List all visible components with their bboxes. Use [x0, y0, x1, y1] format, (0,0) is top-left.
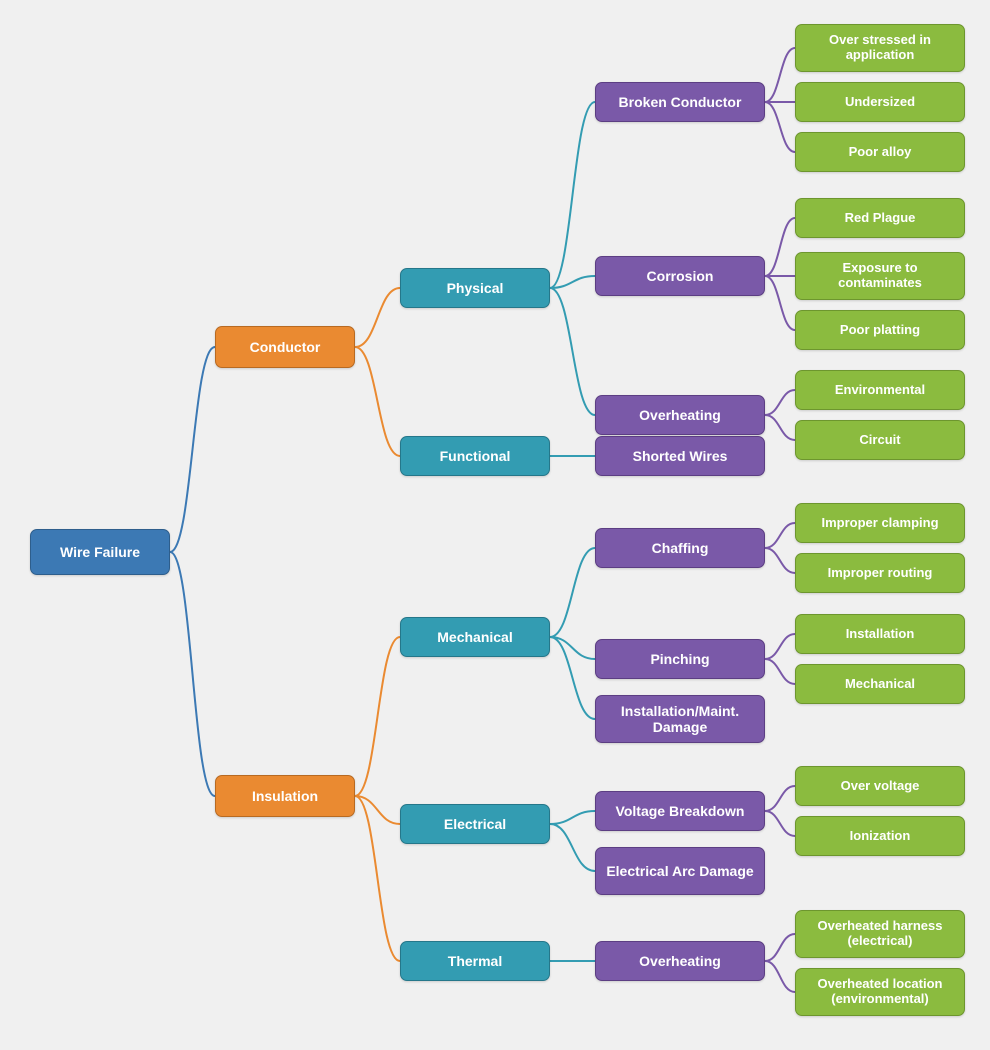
connector-mechanical-instdmg: [550, 637, 595, 719]
tree-node-label: Over voltage: [841, 779, 920, 794]
tree-node-label: Circuit: [859, 433, 900, 448]
tree-node-pinching: Pinching: [595, 639, 765, 679]
connector-electrical-voltbrk: [550, 811, 595, 824]
tree-node-label: Installation: [846, 627, 915, 642]
tree-node-label: Overheating: [639, 407, 721, 423]
tree-node-label: Poor alloy: [849, 145, 912, 160]
connector-insulation-electrical: [355, 796, 400, 824]
tree-node-label: Overheated harness (electrical): [802, 919, 958, 949]
tree-node-label: Corrosion: [647, 268, 714, 284]
tree-node-label: Electrical Arc Damage: [606, 863, 753, 879]
tree-node-overvolt: Over voltage: [795, 766, 965, 806]
tree-node-label: Chaffing: [652, 540, 709, 556]
tree-node-label: Thermal: [448, 953, 502, 969]
tree-node-label: Poor platting: [840, 323, 920, 338]
tree-node-functional: Functional: [400, 436, 550, 476]
connector-voltbrk-ionization: [765, 811, 795, 836]
tree-node-label: Undersized: [845, 95, 915, 110]
tree-node-label: Functional: [440, 448, 511, 464]
tree-node-overheat1: Overheating: [595, 395, 765, 435]
tree-node-overstress: Over stressed in application: [795, 24, 965, 72]
tree-node-expcontam: Exposure to contaminates: [795, 252, 965, 300]
connector-insulation-mechanical: [355, 637, 400, 796]
connector-physical-brokencond: [550, 102, 595, 288]
tree-node-electrical: Electrical: [400, 804, 550, 844]
connector-corrosion-redplague: [765, 218, 795, 276]
tree-node-label: Insulation: [252, 788, 318, 804]
tree-node-overheat2: Overheating: [595, 941, 765, 981]
connector-conductor-functional: [355, 347, 400, 456]
connector-pinching-install: [765, 634, 795, 659]
tree-node-label: Red Plague: [845, 211, 916, 226]
connector-voltbrk-overvolt: [765, 786, 795, 811]
tree-node-label: Electrical: [444, 816, 506, 832]
connector-physical-overheat1: [550, 288, 595, 415]
tree-node-label: Overheating: [639, 953, 721, 969]
tree-node-undersized: Undersized: [795, 82, 965, 122]
connector-brokencond-pooralloy: [765, 102, 795, 152]
tree-node-label: Physical: [447, 280, 504, 296]
tree-node-label: Ionization: [850, 829, 911, 844]
connector-pinching-mech: [765, 659, 795, 684]
connector-chaffing-improute: [765, 548, 795, 573]
tree-node-voltbrk: Voltage Breakdown: [595, 791, 765, 831]
tree-node-label: Improper routing: [828, 566, 933, 581]
connector-root-conductor: [170, 347, 215, 552]
tree-node-label: Over stressed in application: [802, 33, 958, 63]
connector-mechanical-pinching: [550, 637, 595, 659]
tree-node-label: Voltage Breakdown: [616, 803, 745, 819]
tree-node-label: Pinching: [650, 651, 709, 667]
tree-node-env: Environmental: [795, 370, 965, 410]
tree-node-impclamp: Improper clamping: [795, 503, 965, 543]
tree-node-label: Shorted Wires: [633, 448, 728, 464]
connector-overheat1-env: [765, 390, 795, 415]
tree-node-mech: Mechanical: [795, 664, 965, 704]
tree-node-ionization: Ionization: [795, 816, 965, 856]
tree-node-poorplat: Poor platting: [795, 310, 965, 350]
tree-node-label: Improper clamping: [821, 516, 938, 531]
connector-overheat2-ohharness: [765, 934, 795, 961]
connector-root-insulation: [170, 552, 215, 796]
tree-node-physical: Physical: [400, 268, 550, 308]
tree-node-pooralloy: Poor alloy: [795, 132, 965, 172]
connector-conductor-physical: [355, 288, 400, 347]
connector-electrical-arcdmg: [550, 824, 595, 871]
connector-mechanical-chaffing: [550, 548, 595, 637]
tree-node-root: Wire Failure: [30, 529, 170, 575]
connector-insulation-thermal: [355, 796, 400, 961]
tree-node-label: Overheated location (environmental): [802, 977, 958, 1007]
tree-node-redplague: Red Plague: [795, 198, 965, 238]
tree-node-brokencond: Broken Conductor: [595, 82, 765, 122]
tree-node-label: Wire Failure: [60, 544, 140, 560]
connector-corrosion-poorplat: [765, 276, 795, 330]
tree-node-label: Exposure to contaminates: [802, 261, 958, 291]
connector-brokencond-overstress: [765, 48, 795, 102]
tree-node-shorted: Shorted Wires: [595, 436, 765, 476]
tree-node-improute: Improper routing: [795, 553, 965, 593]
tree-node-ohloc: Overheated location (environmental): [795, 968, 965, 1016]
tree-node-insulation: Insulation: [215, 775, 355, 817]
tree-node-chaffing: Chaffing: [595, 528, 765, 568]
tree-node-label: Environmental: [835, 383, 925, 398]
tree-node-arcdmg: Electrical Arc Damage: [595, 847, 765, 895]
tree-node-instdmg: Installation/Maint. Damage: [595, 695, 765, 743]
tree-node-label: Broken Conductor: [619, 94, 742, 110]
tree-node-circuit: Circuit: [795, 420, 965, 460]
tree-node-thermal: Thermal: [400, 941, 550, 981]
connector-physical-corrosion: [550, 276, 595, 288]
tree-node-conductor: Conductor: [215, 326, 355, 368]
connector-overheat2-ohloc: [765, 961, 795, 992]
connector-chaffing-impclamp: [765, 523, 795, 548]
tree-node-label: Installation/Maint. Damage: [602, 703, 758, 735]
tree-node-ohharness: Overheated harness (electrical): [795, 910, 965, 958]
connector-overheat1-circuit: [765, 415, 795, 440]
tree-node-label: Mechanical: [437, 629, 512, 645]
tree-node-label: Conductor: [250, 339, 321, 355]
tree-node-mechanical: Mechanical: [400, 617, 550, 657]
tree-node-corrosion: Corrosion: [595, 256, 765, 296]
tree-node-install: Installation: [795, 614, 965, 654]
tree-node-label: Mechanical: [845, 677, 915, 692]
